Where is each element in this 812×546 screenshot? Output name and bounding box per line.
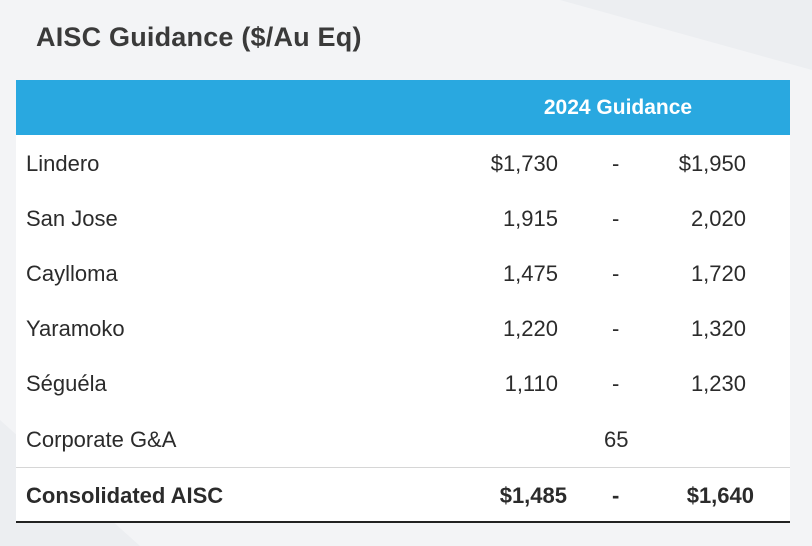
range-separator: -: [612, 483, 620, 508]
corporate-ga-value: 65: [604, 427, 629, 452]
guidance-low-value: 1,915: [502, 206, 558, 231]
guidance-low-value: 1,110: [504, 371, 558, 396]
guidance-low-value: $1,730: [490, 151, 558, 176]
table-header: 2024 Guidance: [16, 80, 790, 135]
range-separator: -: [612, 261, 620, 286]
guidance-low-value: 1,475: [502, 261, 558, 286]
table-bottom-rule: [16, 521, 790, 523]
guidance-high-value: $1,950: [678, 151, 746, 176]
range-separator: -: [612, 316, 620, 341]
aisc-guidance-table: 2024 Guidance Lindero $1,730 - $1,950 Sa…: [16, 80, 790, 523]
row-label: Yaramoko: [26, 316, 125, 341]
guidance-high-value: 1,720: [690, 261, 746, 286]
range-separator: -: [612, 151, 620, 176]
guidance-high-value: 1,230: [690, 371, 746, 396]
total-divider: [16, 467, 790, 468]
row-label: Lindero: [26, 151, 100, 176]
guidance-high-value: 2,020: [690, 206, 746, 231]
page-title: AISC Guidance ($/Au Eq): [36, 22, 362, 52]
table-row-corporate-ga: Corporate G&A 65: [16, 412, 790, 467]
table-row-consolidated-aisc: Consolidated AISC $1,485 - $1,640: [16, 468, 790, 523]
row-label: San Jose: [26, 206, 118, 231]
range-separator: -: [612, 206, 620, 231]
table-row-caylloma: Caylloma 1,475 - 1,720: [16, 246, 790, 301]
table-row-lindero: Lindero $1,730 - $1,950: [16, 136, 790, 191]
table-row-seguela: Séguéla 1,110 - 1,230: [16, 356, 790, 411]
row-label: Caylloma: [26, 261, 118, 286]
range-separator: -: [612, 371, 620, 396]
table-row-san-jose: San Jose 1,915 - 2,020: [16, 191, 790, 246]
guidance-high-value: 1,320: [690, 316, 746, 341]
guidance-high-value: $1,640: [686, 483, 754, 508]
row-label: Consolidated AISC: [26, 483, 224, 508]
row-label: Séguéla: [26, 371, 107, 396]
guidance-column-header: 2024 Guidance: [543, 96, 693, 119]
row-label: Corporate G&A: [26, 427, 177, 452]
table-row-yaramoko: Yaramoko 1,220 - 1,320: [16, 301, 790, 356]
guidance-low-value: $1,485: [499, 483, 567, 508]
guidance-low-value: 1,220: [502, 316, 558, 341]
